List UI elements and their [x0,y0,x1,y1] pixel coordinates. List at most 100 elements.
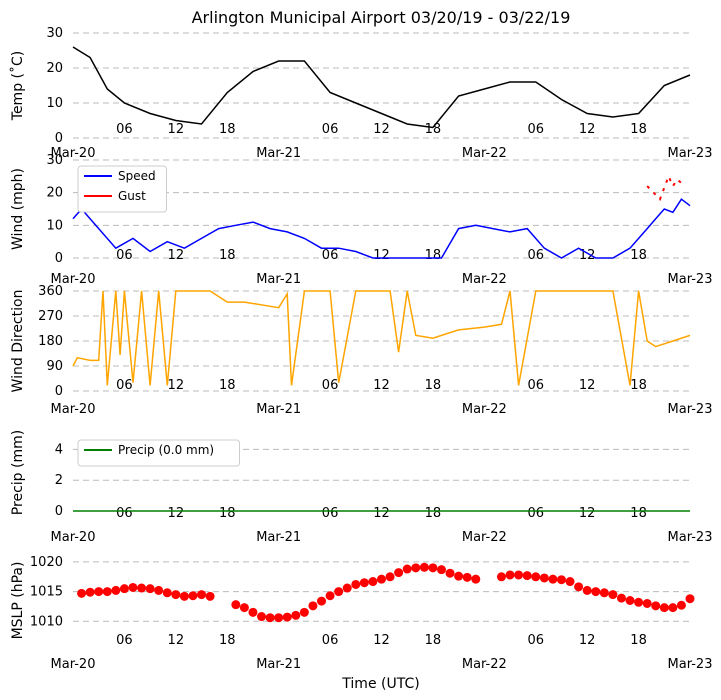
x-tick-label: Mar-21 [256,657,301,672]
y-axis-label: Wind (mph) [10,168,26,250]
mslp-point [188,591,198,601]
x-tick-label: 06 [116,248,133,263]
mslp-point [565,577,575,587]
mslp-point [325,591,335,601]
mslp-point [171,590,181,600]
y-tick-label: 270 [38,309,63,324]
x-tick-label: 18 [219,122,236,137]
x-tick-label: 18 [425,378,442,393]
x-tick-label: Mar-23 [668,657,713,672]
x-tick-label: 12 [579,122,596,137]
x-tick-label: 18 [630,506,647,521]
mslp-point [539,573,549,583]
mslp-point [411,563,421,573]
panel-5: 1010 1015 1020 MSLP (hPa) Mar-20 06 12 18 Mar-21… [10,555,712,672]
mslp-point [574,582,584,592]
x-tick-label: Mar-21 [256,530,301,545]
y-tick-label: 30 [46,153,63,168]
x-tick-label: 18 [630,633,647,648]
mslp-point [342,583,352,593]
x-tick-label: 12 [168,248,185,263]
x-tick-label: 12 [579,506,596,521]
mslp-point [179,591,189,601]
mslp-point [548,574,558,584]
mslp-point [556,575,566,585]
y-axis-label: Temp (˚C) [9,51,26,121]
y-tick-label: 1020 [30,555,63,570]
x-tick-label: 12 [579,248,596,263]
mslp-point [248,607,258,617]
mslp-point [119,584,129,594]
mslp-point [137,583,147,593]
x-tick-label: Mar-23 [668,530,713,545]
mslp-point [359,578,369,588]
mslp-point [625,596,635,605]
y-tick-label: 20 [46,186,63,201]
y-tick-label: 20 [46,61,63,76]
mslp-point [145,584,155,594]
mslp-point [317,596,327,606]
mslp-point [128,582,138,592]
x-tick-label: Mar-22 [462,146,507,161]
mslp-point [582,585,592,595]
x-tick-label: Mar-21 [256,146,301,161]
x-tick-label: Mar-20 [51,657,96,672]
mslp-point [668,603,678,613]
y-tick-label: 2 [55,473,63,488]
x-tick-label: 12 [168,378,185,393]
mslp-point [102,587,112,597]
mslp-point [616,593,626,603]
mslp-point [291,610,301,620]
y-tick-label: 10 [46,96,63,111]
x-tick-label: 12 [168,506,185,521]
speed-line [72,198,691,259]
x-tick-label: 12 [373,378,390,393]
x-tick-label: 12 [373,248,390,263]
y-axis-label: Wind Direction [10,290,26,393]
mslp-point [531,572,541,582]
x-tick-label: 18 [630,378,647,393]
mslp-point [445,568,455,578]
x-tick-label: 18 [425,633,442,648]
series-line [72,46,691,129]
y-tick-label: 0 [55,251,63,266]
x-tick-label: Mar-22 [462,402,507,417]
mslp-point [402,564,412,574]
x-tick-label: 06 [322,633,339,648]
x-tick-label: 06 [116,633,133,648]
x-tick-label: 18 [219,506,236,521]
mslp-point [599,588,609,598]
mslp-point [197,590,207,600]
y-tick-label: 0 [55,131,63,146]
panel-3: 0 90 180 270 360 Wind Direction Mar-20 06 12 18 Ma… [10,284,712,417]
y-tick-label: 4 [55,442,63,457]
mslp-point [676,600,686,610]
mslp-point [462,572,472,582]
mslp-point [257,612,267,622]
x-tick-label: Mar-20 [51,402,96,417]
x-tick-label: 06 [527,633,544,648]
x-tick-label: 18 [630,122,647,137]
x-axis-label: Time (UTC) [341,676,419,692]
x-tick-label: 18 [219,633,236,648]
mslp-point [282,612,292,622]
x-tick-label: Mar-21 [256,402,301,417]
mslp-point [514,570,524,580]
x-tick-label: Mar-22 [462,657,507,672]
legend-label: Precip (0.0 mm) [118,443,214,457]
y-tick-label: 1010 [30,614,63,629]
x-tick-label: 06 [527,248,544,263]
x-tick-label: 12 [373,506,390,521]
x-tick-label: 12 [579,378,596,393]
mslp-point [608,590,618,600]
mslp-point [385,572,395,582]
x-tick-label: 06 [322,506,339,521]
legend-label: Speed [118,169,156,183]
x-tick-label: 18 [425,122,442,137]
mslp-point [436,565,446,575]
y-tick-label: 1015 [30,585,63,600]
y-axis-label: MSLP (hPa) [10,562,26,640]
mslp-point [231,600,241,610]
mslp-point [154,585,164,595]
